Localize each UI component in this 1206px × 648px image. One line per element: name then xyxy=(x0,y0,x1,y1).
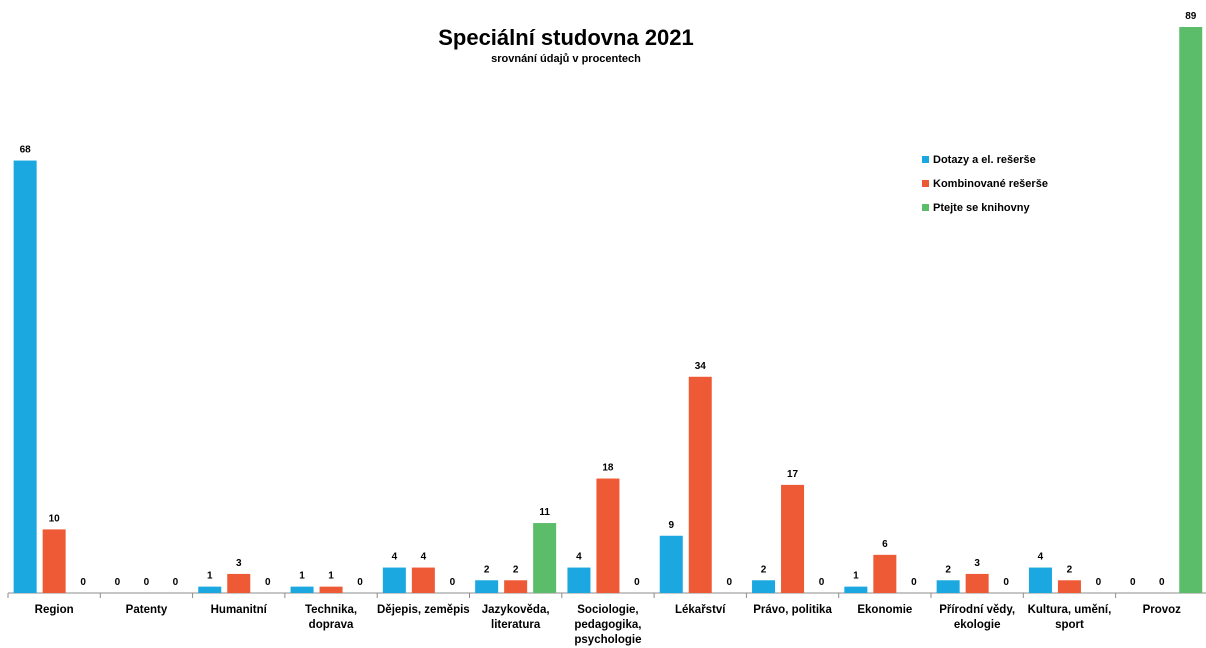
category-label: Právo, politika xyxy=(753,604,832,616)
data-label: 2 xyxy=(484,564,490,575)
category-label: Technika, doprava xyxy=(305,604,357,631)
data-label: 0 xyxy=(357,577,363,588)
bar xyxy=(290,586,314,593)
bar xyxy=(504,580,528,593)
data-label: 3 xyxy=(236,558,242,569)
x-axis-ticks xyxy=(7,593,1117,598)
data-label: 4 xyxy=(421,552,427,563)
data-label: 1 xyxy=(299,571,305,582)
data-label: 0 xyxy=(1130,577,1136,588)
category-label: Region xyxy=(35,604,74,616)
data-label: 68 xyxy=(20,145,32,156)
bar xyxy=(42,529,66,593)
bar xyxy=(752,580,776,593)
data-label: 4 xyxy=(392,552,398,563)
category-label: Dějepis, zeměpis xyxy=(377,604,470,616)
data-label: 0 xyxy=(450,577,456,588)
data-label: 0 xyxy=(911,577,917,588)
legend-label: Dotazy a el. rešerše xyxy=(933,154,1036,166)
data-label: 6 xyxy=(882,539,888,550)
bar xyxy=(475,580,499,593)
category-label: Sociologie, pedagogika, psychologie xyxy=(574,604,641,646)
bar xyxy=(1028,567,1052,593)
chart-subtitle: srovnání údajů v procentech xyxy=(491,53,641,65)
legend-label: Ptejte se knihovny xyxy=(933,202,1030,214)
category-label: Patenty xyxy=(126,604,168,616)
data-label: 0 xyxy=(819,577,825,588)
data-label: 0 xyxy=(1096,577,1102,588)
data-label: 2 xyxy=(1067,564,1073,575)
bar xyxy=(873,554,897,593)
data-label: 0 xyxy=(144,577,150,588)
category-label: Lékařství xyxy=(675,604,726,616)
category-label: Humanitní xyxy=(211,604,268,616)
bar xyxy=(198,586,222,593)
data-label: 18 xyxy=(602,463,614,474)
data-label: 0 xyxy=(1159,577,1165,588)
data-label: 17 xyxy=(787,469,799,480)
data-label: 4 xyxy=(1038,552,1044,563)
data-label: 2 xyxy=(761,564,767,575)
legend-label: Kombinované rešerše xyxy=(933,178,1048,190)
bar xyxy=(1179,27,1203,593)
data-label: 0 xyxy=(115,577,121,588)
data-label: 0 xyxy=(1003,577,1009,588)
bar xyxy=(781,484,805,593)
bar xyxy=(382,567,406,593)
data-label: 89 xyxy=(1185,11,1197,22)
data-label: 1 xyxy=(853,571,859,582)
data-label: 0 xyxy=(265,577,271,588)
category-labels: Region Patenty Humanitní Technika, doprava Dě… xyxy=(35,604,1182,646)
bar xyxy=(965,573,989,593)
data-label: 0 xyxy=(173,577,179,588)
data-label: 1 xyxy=(207,571,213,582)
data-label: 9 xyxy=(668,520,674,531)
data-label: 2 xyxy=(513,564,519,575)
data-label: 10 xyxy=(49,513,61,524)
data-label: 34 xyxy=(695,361,707,372)
data-label: 0 xyxy=(80,577,86,588)
category-label: Přírodní vědy, ekologie xyxy=(939,604,1015,631)
data-label: 3 xyxy=(974,558,980,569)
legend-swatch xyxy=(922,156,929,163)
category-label: Provoz xyxy=(1143,604,1182,616)
bars xyxy=(13,27,1203,593)
bar xyxy=(596,478,620,593)
bar xyxy=(319,586,343,593)
legend-swatch xyxy=(922,204,929,211)
chart-title: Speciální studovna 2021 xyxy=(438,25,694,50)
bar xyxy=(688,376,712,593)
bar xyxy=(227,573,251,593)
legend: Dotazy a el. rešerše Kombinované rešerše P… xyxy=(922,154,1048,214)
category-label: Kultura, umění, sport xyxy=(1028,604,1112,631)
category-label: Jazykověda, literatura xyxy=(482,604,550,631)
data-label: 2 xyxy=(945,564,951,575)
bar xyxy=(936,580,960,593)
bar xyxy=(567,567,591,593)
data-label: 4 xyxy=(576,552,582,563)
category-label: Ekonomie xyxy=(857,604,912,616)
data-label: 0 xyxy=(726,577,732,588)
bar xyxy=(13,160,37,593)
legend-swatch xyxy=(922,180,929,187)
bar xyxy=(411,567,435,593)
bar xyxy=(659,535,683,593)
bar xyxy=(533,523,557,593)
data-label: 1 xyxy=(328,571,334,582)
bar xyxy=(1057,580,1081,593)
data-label: 11 xyxy=(539,507,550,518)
bar xyxy=(844,586,868,593)
data-label: 0 xyxy=(634,577,640,588)
